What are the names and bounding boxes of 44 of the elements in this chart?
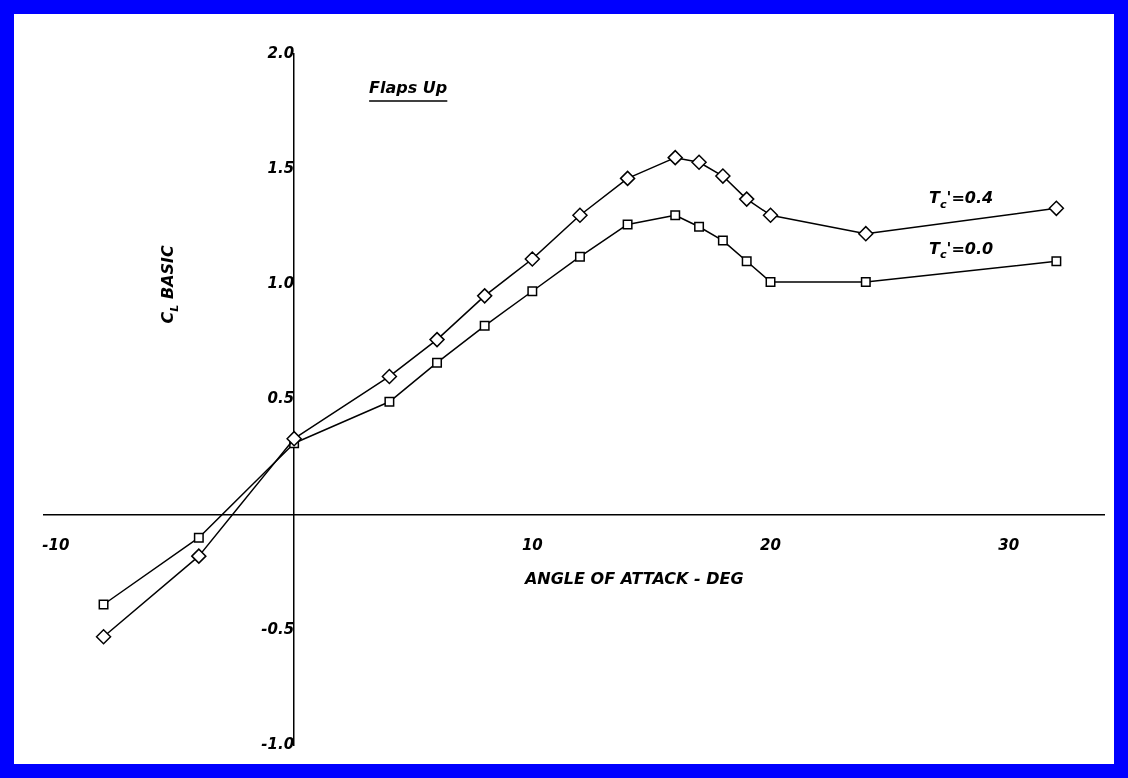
x-tick-label: 20: [760, 535, 781, 554]
point: [738, 191, 755, 207]
point: [384, 396, 395, 407]
x-axis-title: ANGLE OF ATTACK - DEG: [522, 568, 744, 588]
point: [691, 154, 707, 171]
point: [527, 286, 538, 297]
text: Flaps Up: [369, 78, 448, 98]
y-tick-label: 0.5: [267, 389, 295, 408]
y-tick-label: 2.0: [267, 43, 295, 62]
point: [670, 210, 681, 221]
point: [574, 251, 585, 262]
point: [717, 235, 728, 246]
point: [762, 207, 779, 223]
x-tick-label: 10: [521, 535, 543, 554]
point: [860, 277, 871, 288]
x-tick-label: 30: [998, 535, 1020, 554]
point: [1051, 256, 1062, 267]
point: [429, 331, 445, 348]
point: [432, 357, 443, 368]
point: [1048, 200, 1065, 217]
point: [479, 320, 490, 331]
point: [694, 221, 705, 232]
point: [572, 207, 588, 223]
point: [715, 168, 731, 184]
y-tick-label: -0.5: [261, 619, 295, 638]
point: [667, 149, 683, 166]
point: [98, 599, 109, 610]
point: [95, 628, 112, 645]
point: [741, 256, 752, 267]
y-tick-label: 1.5: [267, 159, 295, 178]
x-tick-label: -10: [42, 535, 70, 554]
point: [193, 532, 204, 543]
point: [765, 277, 776, 288]
point: [476, 288, 493, 304]
y-tick-label: -1.0: [261, 734, 295, 753]
point: [858, 225, 874, 242]
point: [524, 251, 541, 267]
point: [191, 548, 207, 564]
point: [619, 170, 636, 187]
y-axis-title: CL BASIC: [158, 244, 181, 324]
point: [381, 368, 398, 385]
y-tick-label: 1.0: [267, 274, 295, 293]
point: [622, 219, 633, 230]
point: [286, 430, 302, 447]
